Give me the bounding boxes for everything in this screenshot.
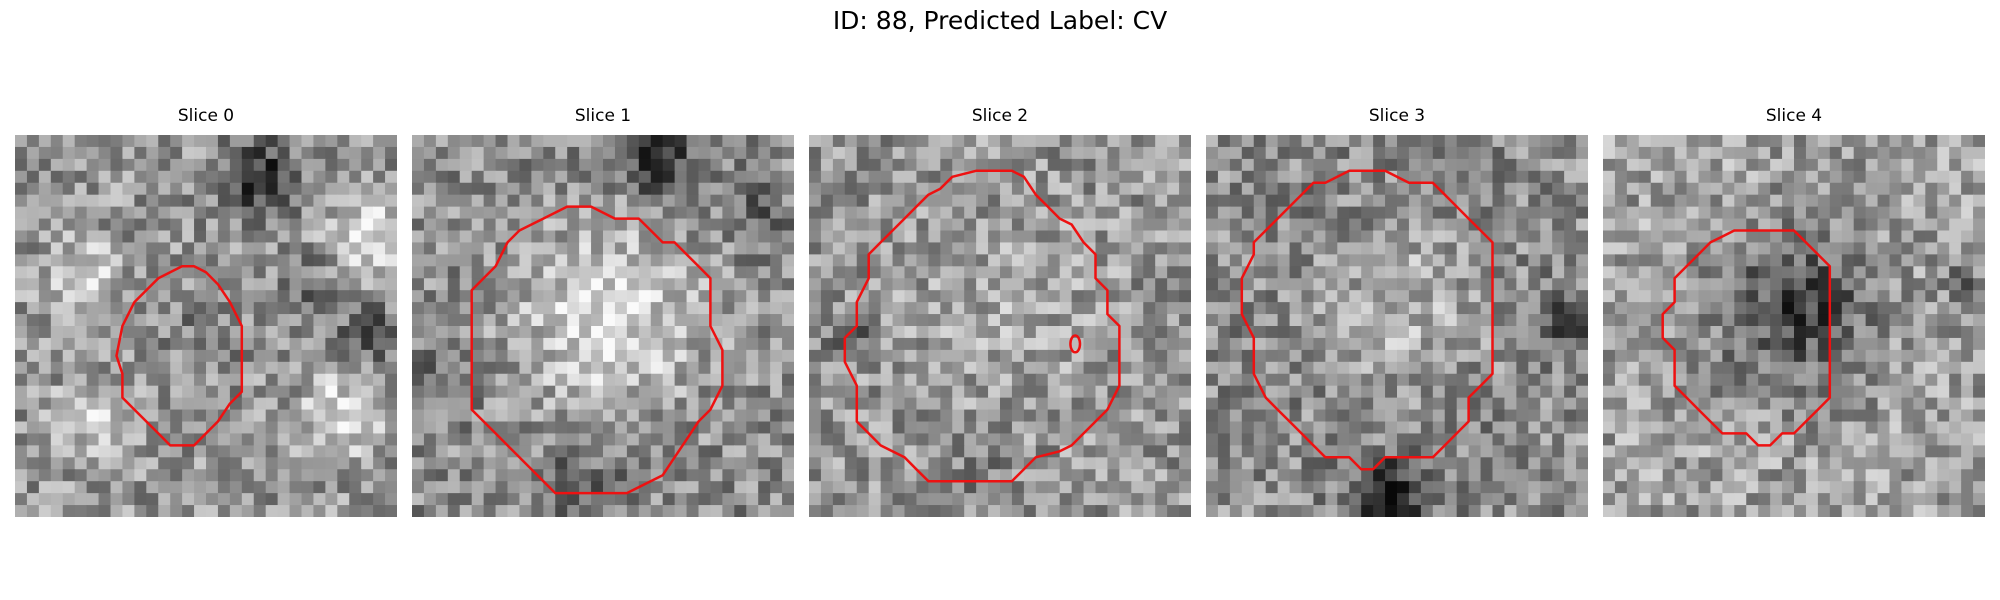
slice-panel-2: Slice 2 — [809, 106, 1191, 517]
segmentation-contour — [1661, 229, 1832, 447]
slice-image — [1206, 135, 1588, 517]
figure-title: ID: 88, Predicted Label: CV — [832, 6, 1168, 35]
segmentation-contour — [843, 169, 1121, 483]
slice-title: Slice 2 — [971, 106, 1029, 126]
slice-image — [1603, 135, 1985, 517]
slice-image — [809, 135, 1191, 517]
slice-image — [15, 135, 397, 517]
slice-title: Slice 0 — [177, 106, 235, 126]
segmentation-contour — [1240, 169, 1494, 471]
slice-panel-0: Slice 0 — [15, 106, 397, 517]
slice-image — [412, 135, 794, 517]
segmentation-contour — [115, 265, 244, 447]
slice-title: Slice 4 — [1765, 106, 1823, 126]
slice-panel-1: Slice 1 — [412, 106, 794, 517]
slice-title: Slice 3 — [1368, 106, 1426, 126]
segmentation-contour-small — [1069, 334, 1082, 354]
slice-panel-4: Slice 4 — [1603, 106, 1985, 517]
slice-panel-3: Slice 3 — [1206, 106, 1588, 517]
segmentation-contour — [470, 205, 724, 495]
slice-title: Slice 1 — [574, 106, 632, 126]
